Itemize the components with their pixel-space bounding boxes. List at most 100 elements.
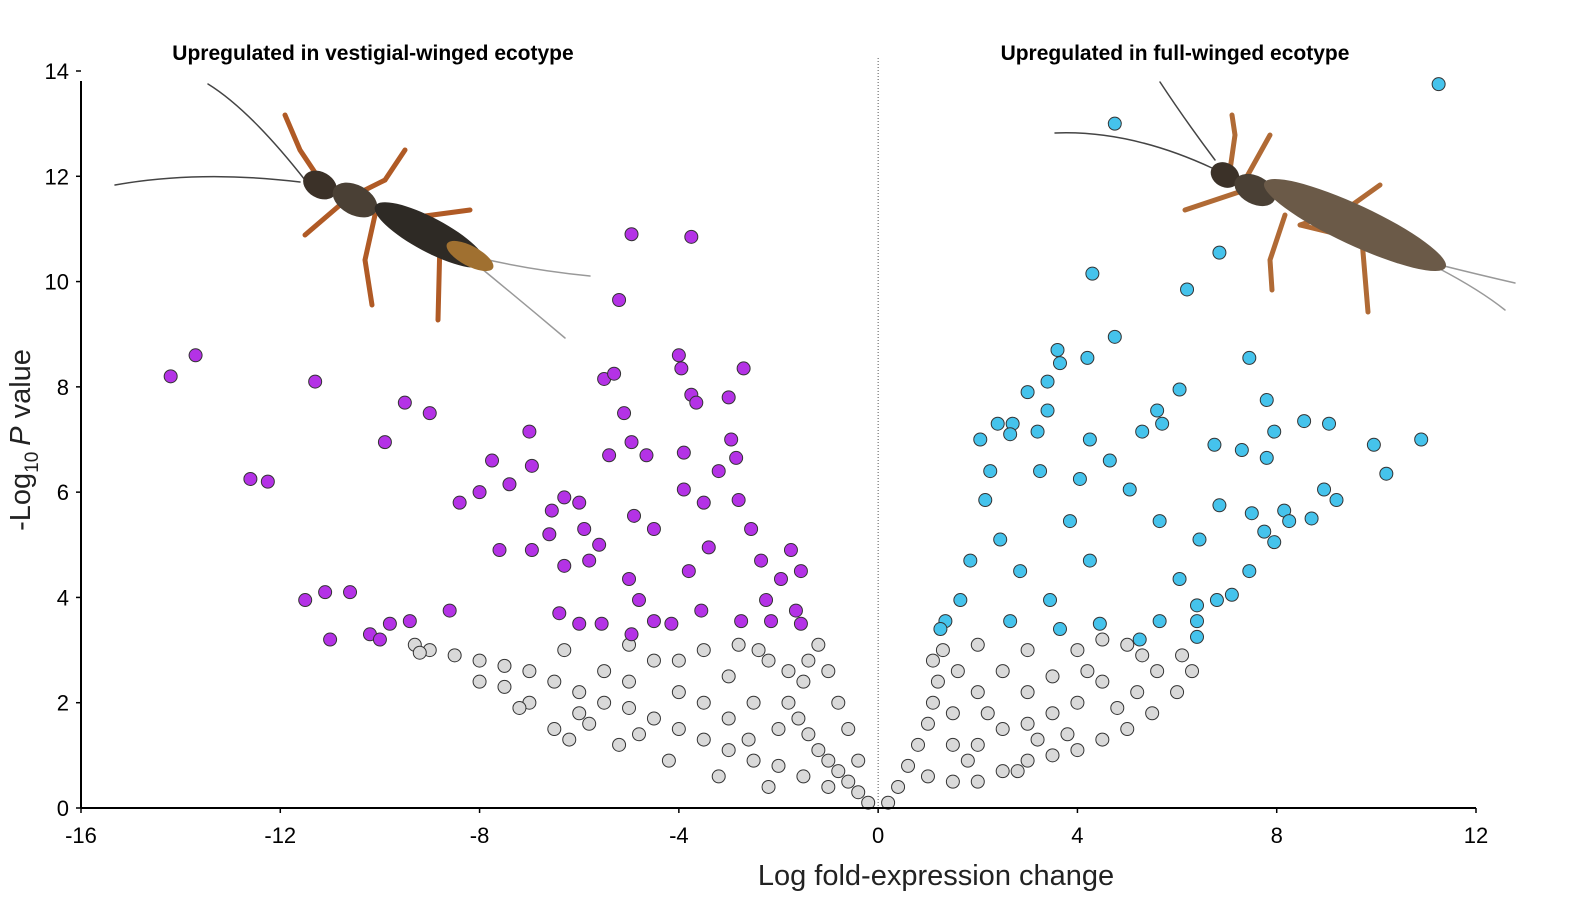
point	[671, 348, 686, 363]
point	[612, 737, 627, 752]
series-2	[933, 77, 1446, 647]
point	[696, 732, 711, 747]
point	[841, 774, 856, 789]
point	[163, 369, 178, 384]
point	[512, 700, 527, 715]
point	[524, 543, 539, 558]
point	[497, 658, 512, 673]
point	[781, 664, 796, 679]
point	[562, 732, 577, 747]
point	[676, 482, 691, 497]
point	[920, 716, 935, 731]
point	[612, 292, 627, 307]
point	[801, 653, 816, 668]
point	[447, 648, 462, 663]
point	[472, 674, 487, 689]
x-tick-label: -8	[470, 823, 490, 848]
point	[1013, 564, 1028, 579]
point	[793, 616, 808, 631]
point	[1267, 535, 1282, 550]
point	[624, 627, 639, 642]
point	[1092, 616, 1107, 631]
point	[1080, 350, 1095, 365]
point	[831, 695, 846, 710]
point	[791, 711, 806, 726]
y-axis-label-part: -Log	[5, 473, 37, 531]
point	[1095, 732, 1110, 747]
point	[1282, 514, 1297, 529]
y-axis-label: -Log10 Pvalue	[5, 349, 43, 531]
point	[572, 706, 587, 721]
point	[547, 722, 562, 737]
y-tick-label: 0	[57, 796, 69, 821]
point	[953, 593, 968, 608]
point	[990, 416, 1005, 431]
point	[960, 753, 975, 768]
point	[746, 695, 761, 710]
point	[602, 448, 617, 463]
point	[684, 229, 699, 244]
point	[754, 553, 769, 568]
point	[851, 785, 866, 800]
annotation: Upregulated in full-winged ecotype	[1001, 42, 1350, 65]
point	[1122, 482, 1137, 497]
y-tick-label: 8	[57, 375, 69, 400]
point	[1045, 706, 1060, 721]
point	[318, 585, 333, 600]
point	[783, 543, 798, 558]
point	[646, 521, 661, 536]
y-axis-label-subscript: 10	[22, 452, 43, 473]
point	[1033, 464, 1048, 479]
point	[1052, 356, 1067, 371]
point	[412, 645, 427, 660]
point	[761, 653, 776, 668]
point	[970, 637, 985, 652]
point	[422, 406, 437, 421]
point	[1135, 424, 1150, 439]
point	[811, 743, 826, 758]
point	[522, 424, 537, 439]
point	[674, 361, 689, 376]
point	[544, 503, 559, 518]
point	[1242, 564, 1257, 579]
point	[188, 348, 203, 363]
point	[721, 711, 736, 726]
point	[397, 395, 412, 410]
point	[1085, 266, 1100, 281]
point	[980, 706, 995, 721]
point	[1030, 424, 1045, 439]
point	[1020, 753, 1035, 768]
point	[1095, 674, 1110, 689]
x-tick-label: 12	[1464, 823, 1488, 848]
point	[993, 532, 1008, 547]
point	[308, 374, 323, 389]
point	[970, 737, 985, 752]
point	[1120, 722, 1135, 737]
series-1	[163, 227, 808, 647]
point	[911, 737, 925, 752]
point	[1329, 493, 1344, 508]
point	[1043, 593, 1058, 608]
point	[1170, 685, 1185, 700]
point	[970, 685, 985, 700]
point	[622, 674, 637, 689]
point	[1259, 450, 1274, 465]
point	[734, 614, 749, 629]
insect-full-winged	[1054, 81, 1516, 315]
point	[1150, 664, 1165, 679]
point	[572, 495, 587, 510]
point	[1045, 748, 1060, 763]
point	[694, 603, 709, 618]
point	[1190, 614, 1204, 629]
y-axis-label-part: value	[5, 349, 37, 418]
point	[1040, 374, 1055, 389]
annotation: Upregulated in vestigial-winged ecotype	[172, 42, 573, 65]
point	[1259, 393, 1274, 408]
point	[1175, 648, 1190, 663]
point	[1003, 427, 1018, 442]
point	[1317, 482, 1332, 497]
point	[1020, 643, 1035, 658]
point	[689, 395, 704, 410]
point	[627, 508, 642, 523]
point	[1155, 416, 1170, 431]
